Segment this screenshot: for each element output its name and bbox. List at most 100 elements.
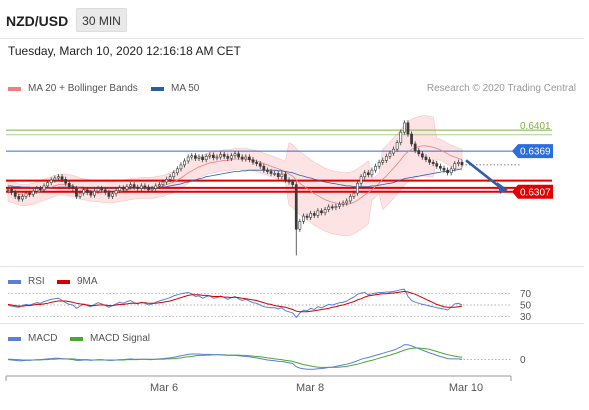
candle-body [35,188,39,192]
candle-body [111,193,114,197]
legend-macd: MACD [8,333,57,344]
candle-body [67,182,71,187]
candle-body [42,185,46,191]
candle-body [417,150,421,155]
candle-body [431,161,435,164]
forecast-arrow-head [497,181,508,194]
candle-body [78,192,82,197]
ma50-line [8,168,463,189]
legend-9ma-swatch [57,279,70,284]
candle-body [82,189,86,194]
candle-body [457,161,460,164]
candle-body [204,156,208,160]
candle-body [129,184,132,187]
candle-body [352,192,356,197]
legend-ma50-label: MA 50 [171,83,200,94]
candle-body [240,156,244,160]
price-label-box-1 [512,144,553,159]
candle-body [13,192,17,197]
x-tick-label: Mar 8 [296,382,324,394]
candle-body [384,156,388,161]
candle-body [377,161,381,167]
candle-body [28,192,31,195]
candle-body [381,160,385,163]
candle-body [439,165,442,169]
candle-body [395,142,399,150]
candle-body [334,205,338,208]
chart-header: NZD/USD 30 MIN [0,0,584,39]
candle-body [172,172,176,178]
candle-body [366,172,370,176]
candle-body [420,153,424,158]
candle-body [143,185,147,188]
candle-body [446,169,449,174]
candle-body [410,133,413,145]
candle-body [136,186,140,189]
candle-body [75,188,78,197]
candle-body [197,156,201,159]
candle-body [356,182,359,194]
candle-body [190,155,194,158]
candle-body [244,156,248,160]
candle-body [147,186,150,191]
candle-body [219,154,222,158]
candle-body [103,189,107,193]
candle-body [402,122,406,133]
symbol-title: NZD/USD [6,13,69,29]
candle-body [323,209,327,214]
chart-timestamp: Tuesday, March 10, 2020 12:16:18 AM CET [8,44,241,58]
rsi-tick-50: 50 [520,301,532,312]
candle-body [175,168,179,174]
candle-body [226,156,230,159]
candle-body [71,186,75,189]
rsi-panel-divider [0,266,584,267]
candle-body [212,154,215,158]
legend-macd-label: MACD [28,333,58,344]
candle-body [348,196,352,202]
price-label-2: 0.6307 [520,187,551,198]
candle-body [114,190,118,195]
candle-body [399,131,403,143]
candle-body [60,176,64,180]
legend-9ma-label: 9MA [77,276,98,287]
rsi-tick-30: 30 [520,312,532,323]
candle-body [248,156,251,160]
candle-body [273,173,277,175]
candle-body [266,169,269,172]
candle-body [374,165,377,171]
candle-body [233,153,237,157]
legend-rsi-swatch [8,279,21,284]
candle-body [345,200,349,204]
candle-body [449,168,453,174]
candle-body [49,179,53,183]
candle-body [370,169,374,176]
candle-body [100,188,104,191]
candle-body [388,152,392,157]
candle-body [125,186,129,190]
candle-body [121,187,125,190]
rsi-tick-70: 70 [520,289,532,300]
legend-macd-signal-label: MACD Signal [90,333,151,344]
x-tick-label: Mar 6 [150,382,178,394]
candle-body [330,206,334,209]
timeframe-button[interactable]: 30 MIN [76,8,127,32]
legend-macd-signal-swatch [70,336,83,341]
candle-body [64,179,68,184]
candle-body [294,184,298,230]
candle-body [280,173,284,178]
candle-body [230,155,233,159]
candle-body [21,196,24,200]
bollinger-band [7,115,463,237]
legend-macd-swatch [8,336,21,341]
candle-body [269,171,273,174]
candle-body [453,163,457,170]
legend-rsi: RSI [8,276,45,287]
candle-body [157,184,161,187]
macd-tick-0: 0 [520,355,526,366]
candle-body [201,156,204,160]
candle-body [222,154,226,157]
candle-body [284,173,287,181]
candle-body [183,160,186,166]
candle-body [413,143,417,151]
